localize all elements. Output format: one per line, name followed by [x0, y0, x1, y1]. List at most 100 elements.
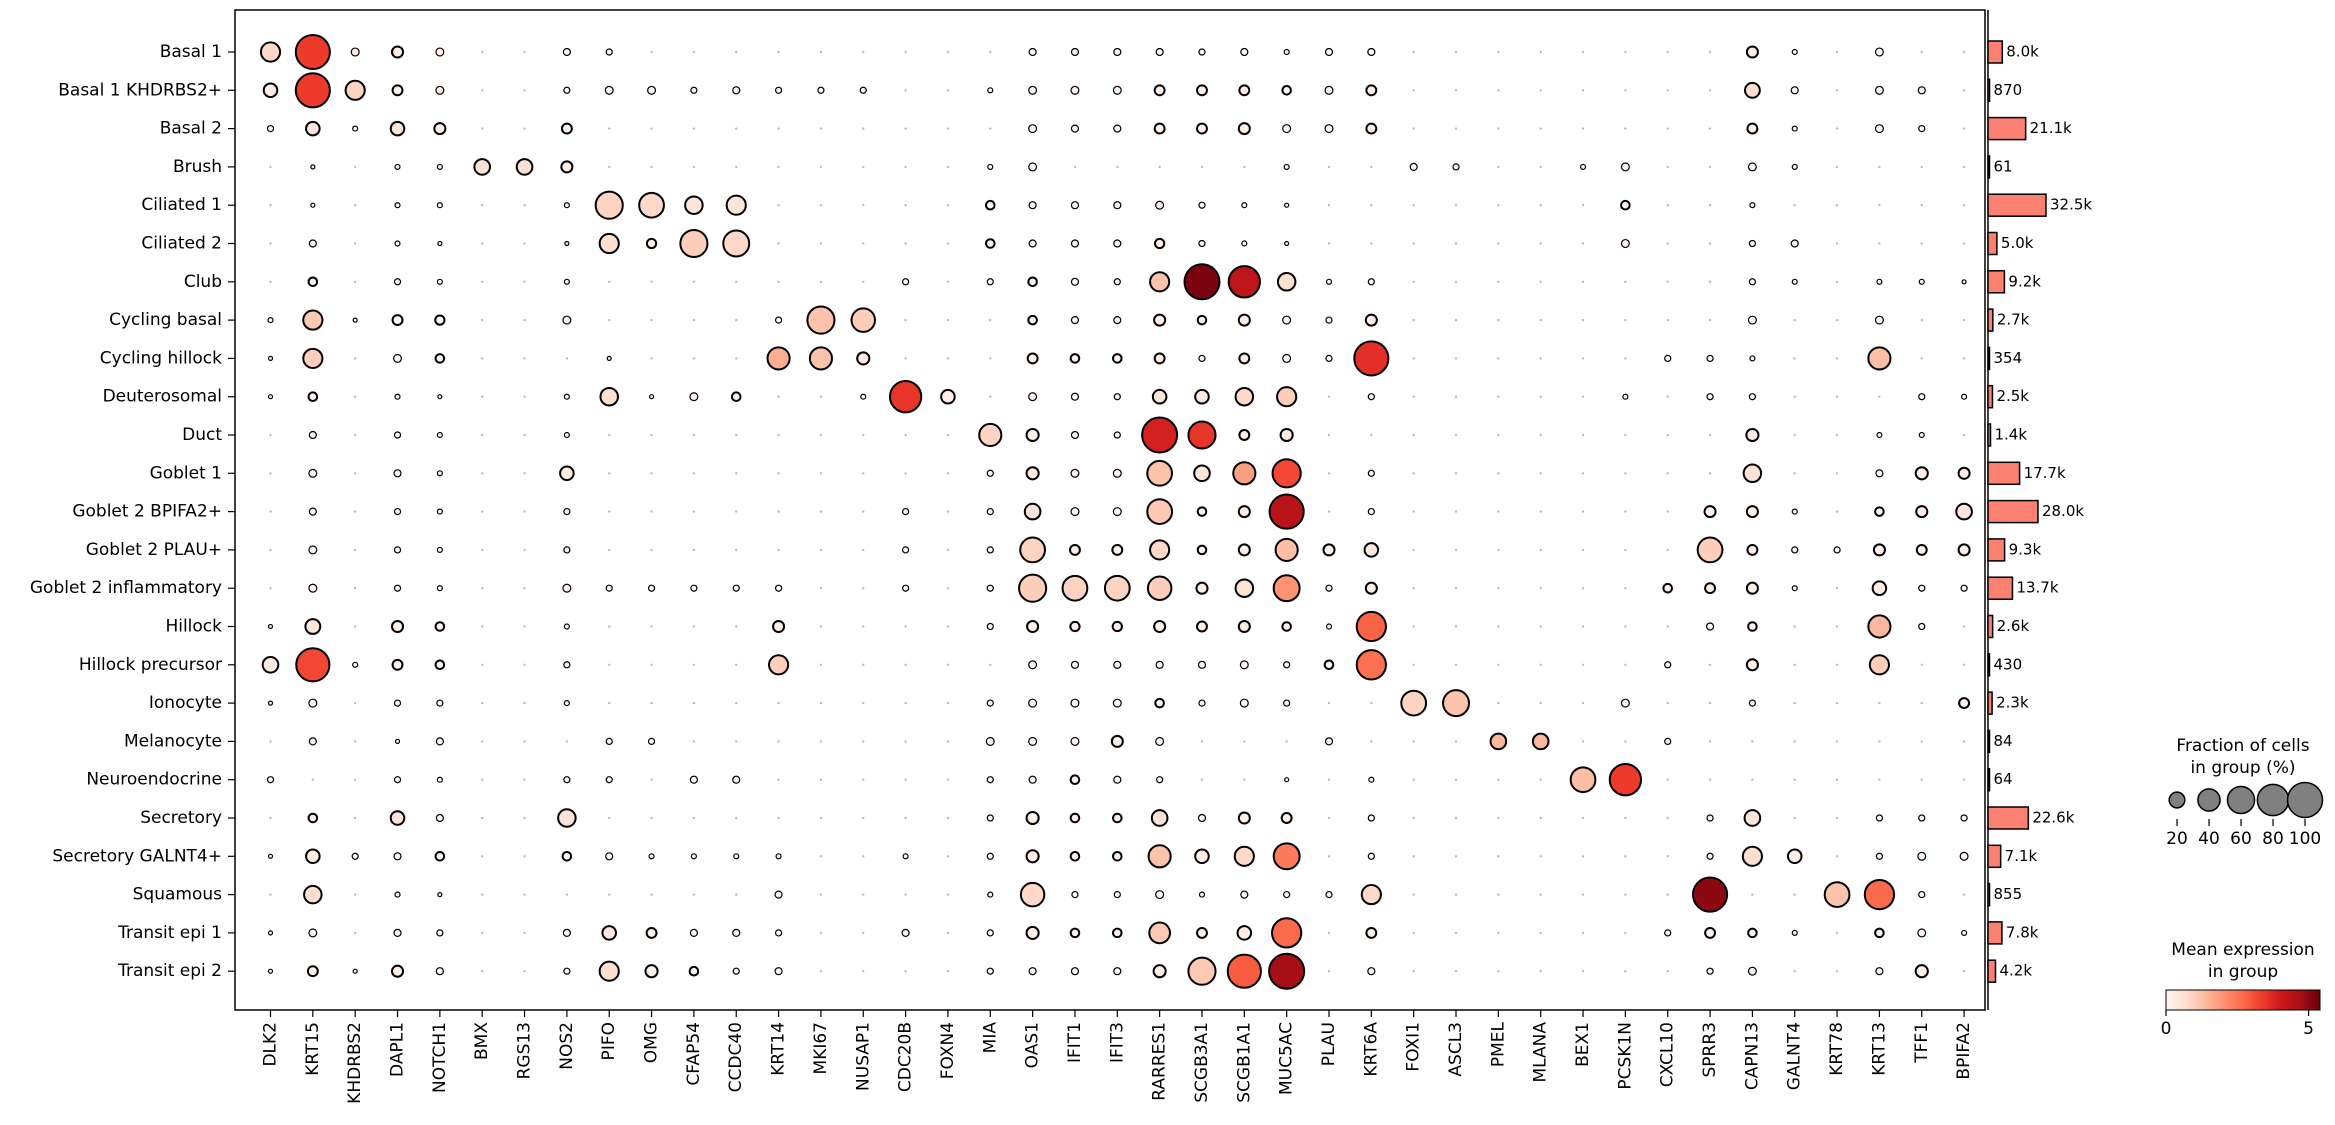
dot — [1874, 85, 1884, 95]
dot — [735, 740, 738, 743]
dot — [353, 548, 357, 552]
dot — [987, 163, 994, 170]
dot — [515, 158, 534, 176]
group-label: Hillock precursor — [79, 655, 222, 675]
dot — [1539, 50, 1542, 54]
dot — [645, 237, 658, 250]
dot — [1539, 433, 1542, 437]
dot — [1497, 663, 1500, 666]
group-count-label: 84 — [1994, 732, 2013, 750]
dot — [1497, 280, 1500, 283]
gene-labels: DLK2 KRT15 KHDRBS2 DAPL1 NOTCH1 BMX RGS13 NOS2 P… — [261, 1010, 1974, 1104]
group-count-bar — [1987, 729, 1991, 754]
dot — [523, 587, 526, 590]
dot — [1835, 855, 1839, 858]
dot — [481, 625, 484, 628]
dot — [1497, 970, 1500, 973]
dot — [1238, 352, 1251, 365]
dot — [523, 663, 526, 666]
dot — [1708, 242, 1712, 245]
gene-label: CAPN13 — [1742, 1022, 1762, 1090]
dot — [1539, 165, 1542, 169]
dot — [1624, 663, 1627, 666]
dot — [523, 816, 526, 820]
dot — [860, 393, 867, 400]
dot — [1624, 357, 1627, 360]
dot — [1153, 313, 1167, 327]
dot — [1070, 507, 1080, 517]
dot — [1835, 472, 1839, 475]
dot — [481, 127, 484, 130]
dot — [1539, 778, 1542, 781]
dot — [819, 740, 823, 743]
dot — [605, 737, 613, 746]
dot — [1327, 204, 1331, 207]
dot — [269, 280, 272, 283]
dot — [561, 851, 573, 862]
dot — [650, 127, 653, 130]
gene-label: FOXN4 — [938, 1022, 958, 1079]
dot — [1876, 431, 1883, 439]
dot — [1148, 921, 1171, 945]
dot — [1664, 737, 1672, 746]
dot — [307, 812, 319, 824]
dot — [1112, 698, 1122, 708]
dot — [1539, 931, 1542, 935]
dot — [733, 853, 740, 860]
dot — [1620, 199, 1631, 211]
dot — [311, 778, 315, 781]
dot — [679, 228, 709, 259]
dot — [1790, 239, 1799, 248]
gene-label: KRT6A — [1361, 1022, 1381, 1077]
dot — [1748, 393, 1757, 401]
dot — [353, 204, 357, 207]
dot — [1915, 543, 1928, 556]
dot — [1454, 318, 1458, 322]
dot — [1497, 472, 1500, 475]
dot — [650, 50, 653, 54]
dot — [946, 893, 950, 896]
dot — [904, 50, 907, 54]
dot — [1276, 272, 1297, 292]
dot — [1367, 278, 1375, 286]
dot — [1237, 619, 1251, 634]
dot — [986, 469, 994, 477]
gene-label: CXCL10 — [1658, 1022, 1678, 1087]
dot — [308, 583, 318, 593]
dot — [777, 548, 780, 552]
dot — [1920, 357, 1923, 360]
dot — [353, 587, 357, 590]
dot — [904, 204, 907, 207]
dot — [648, 853, 655, 860]
dot — [1023, 502, 1042, 521]
dot — [1153, 122, 1166, 135]
dot — [1113, 278, 1121, 286]
dot — [1070, 316, 1080, 325]
dot — [904, 778, 907, 781]
dot — [1745, 505, 1759, 519]
size-legend-title-line1: Fraction of cells — [2176, 736, 2309, 756]
dot — [1708, 127, 1712, 130]
gene-label: BEX1 — [1573, 1022, 1593, 1067]
dot — [989, 318, 992, 322]
dot — [1624, 318, 1627, 322]
dot — [1370, 433, 1373, 437]
dot — [1018, 573, 1048, 603]
dot — [1581, 931, 1585, 935]
group-count-label: 17.7k — [2024, 464, 2066, 482]
dot — [735, 816, 738, 820]
dot — [1743, 809, 1762, 827]
dot — [1868, 654, 1891, 676]
dot — [692, 472, 696, 475]
dot — [1325, 354, 1333, 363]
dot — [1569, 766, 1597, 794]
dot — [1233, 845, 1255, 867]
gene-label: NOS2 — [557, 1022, 577, 1070]
dot — [391, 84, 404, 97]
dot — [1113, 967, 1122, 976]
dot — [563, 507, 571, 516]
dot — [692, 280, 696, 283]
dot — [1197, 813, 1207, 823]
dot — [1749, 202, 1756, 209]
dot — [308, 468, 318, 478]
